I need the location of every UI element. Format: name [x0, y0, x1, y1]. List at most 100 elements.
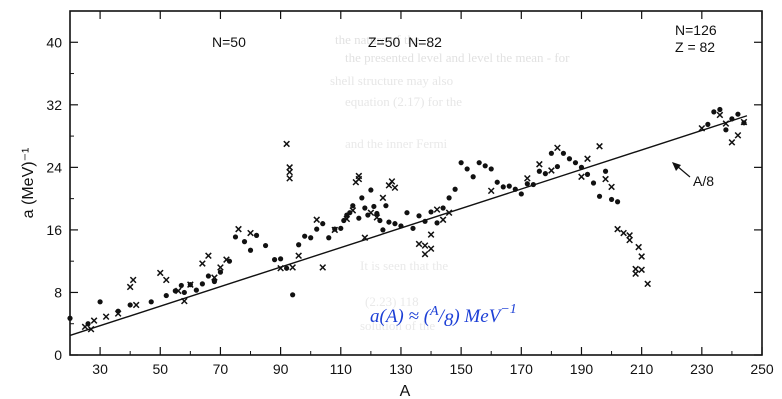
data-point-circle	[711, 109, 717, 115]
data-point-circle	[211, 278, 218, 285]
data-point-cross	[596, 142, 603, 150]
data-point-cross	[740, 118, 748, 126]
cross-stroke	[367, 209, 375, 217]
data-point-cross	[156, 269, 164, 277]
data-point-circle	[614, 199, 621, 205]
data-point-circle	[518, 191, 524, 197]
data-point-circle	[554, 163, 561, 170]
data-point-cross	[367, 209, 375, 217]
cross-stroke	[578, 173, 585, 181]
data-point-cross	[283, 140, 290, 148]
data-point-circle	[494, 179, 500, 185]
data-point-circle	[536, 168, 542, 174]
data-point-circle	[193, 287, 199, 293]
data-point-circle	[374, 210, 380, 217]
plot-frame	[69, 10, 763, 356]
formula-annotation: a(A) ≈ (A/8) MeV−1	[370, 302, 517, 331]
cross-stroke	[90, 317, 98, 324]
data-point-cross	[716, 111, 724, 119]
cross-stroke	[632, 270, 639, 278]
cross-stroke	[174, 287, 182, 295]
data-points	[67, 106, 748, 333]
data-point-circle	[428, 209, 434, 215]
data-point-circle	[290, 292, 296, 298]
data-point-cross	[427, 245, 435, 253]
data-point-circle	[67, 315, 73, 321]
data-point-circle	[386, 219, 392, 225]
cross-stroke	[716, 111, 724, 119]
data-point-cross	[81, 323, 89, 331]
data-point-circle	[572, 160, 579, 166]
data-point-circle	[404, 210, 410, 216]
cross-stroke	[536, 160, 543, 168]
data-point-cross	[343, 215, 351, 223]
data-point-circle	[584, 171, 591, 177]
data-point-circle	[278, 256, 284, 262]
data-point-cross	[608, 183, 615, 191]
data-point-circle	[482, 163, 488, 169]
cross-stroke	[277, 264, 284, 272]
cross-stroke	[427, 231, 435, 238]
cross-stroke	[620, 229, 627, 237]
cross-stroke	[415, 240, 423, 248]
data-point-circle	[705, 121, 711, 127]
svg-text:a(A) ≈ (A/8) MeV−1: a(A) ≈ (A/8) MeV−1	[370, 302, 517, 331]
data-point-circle	[416, 213, 422, 219]
y-tick-label-40: 40	[46, 34, 62, 50]
cross-stroke	[187, 281, 194, 288]
cross-stroke	[313, 216, 321, 224]
data-point-cross	[536, 160, 543, 168]
cross-stroke	[644, 280, 651, 288]
data-point-cross	[217, 264, 224, 271]
data-point-circle	[368, 187, 374, 193]
cross-stroke	[223, 256, 230, 263]
data-point-circle	[356, 215, 362, 221]
y-tick-label-16: 16	[46, 222, 62, 238]
cross-stroke	[87, 325, 95, 333]
cross-stroke	[487, 187, 495, 195]
data-point-cross	[632, 270, 639, 278]
data-point-circle	[735, 111, 741, 117]
data-point-circle	[566, 156, 573, 162]
cross-stroke	[199, 260, 206, 267]
cross-stroke	[355, 172, 363, 180]
cross-stroke	[439, 216, 447, 224]
data-point-cross	[644, 280, 651, 288]
cross-stroke	[427, 245, 435, 253]
data-point-circle	[434, 220, 440, 226]
data-point-cross	[638, 253, 645, 260]
y-tick-label-0: 0	[54, 347, 62, 363]
data-point-circle	[602, 168, 609, 174]
data-point-circle	[199, 281, 205, 287]
data-point-circle	[590, 180, 597, 186]
cross-stroke	[626, 236, 633, 244]
cross-stroke	[740, 118, 748, 126]
y-tick-label-24: 24	[46, 159, 62, 175]
data-point-cross	[132, 301, 140, 309]
cross-stroke	[343, 215, 351, 223]
x-axis-label: A	[400, 383, 411, 399]
x-tick-label-30: 30	[92, 361, 108, 377]
data-point-circle	[548, 150, 554, 156]
svg-text:shell structure may also: shell structure may also	[330, 73, 453, 88]
cross-stroke	[728, 139, 736, 146]
cross-stroke	[129, 276, 137, 284]
data-point-cross	[578, 173, 585, 181]
data-point-cross	[433, 206, 441, 213]
data-point-circle	[512, 186, 518, 192]
formula-numerator: A	[429, 304, 439, 319]
data-point-circle	[350, 203, 356, 209]
data-point-cross	[722, 120, 730, 127]
data-point-cross	[602, 175, 609, 183]
cross-stroke	[391, 184, 399, 192]
data-point-circle	[380, 227, 386, 233]
data-point-cross	[698, 124, 706, 132]
formula-rhs: ) MeV	[452, 306, 502, 327]
formula-lhs: a(A) ≈ (	[370, 306, 432, 327]
cross-stroke	[421, 250, 429, 258]
data-point-circle	[359, 195, 365, 201]
formula-exponent: −1	[500, 302, 516, 317]
cross-stroke	[235, 225, 242, 233]
data-point-cross	[523, 174, 531, 182]
